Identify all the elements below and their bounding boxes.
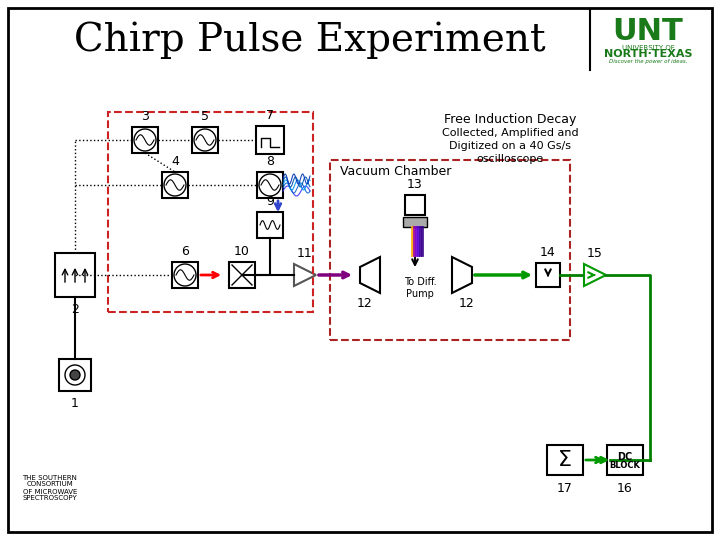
Bar [256,126,284,154]
Bar [59,359,91,391]
Text: 11: 11 [297,247,313,260]
Text: Chirp Pulse Experiment: Chirp Pulse Experiment [74,21,546,59]
Text: Σ: Σ [558,450,572,470]
Text: 2: 2 [71,303,79,316]
Text: UNIVERSITY OF: UNIVERSITY OF [621,45,675,51]
Text: 13: 13 [407,178,423,191]
Bar [536,263,560,287]
Text: NORTH·TEXAS: NORTH·TEXAS [604,49,692,59]
Bar [132,127,158,153]
Bar [162,172,188,198]
Bar [257,172,283,198]
Text: 12: 12 [357,297,373,310]
Polygon shape [294,264,316,286]
Text: 10: 10 [234,245,250,258]
Text: Digitized on a 40 Gs/s: Digitized on a 40 Gs/s [449,141,571,151]
Text: 5: 5 [201,110,209,123]
Text: UNT: UNT [613,17,683,46]
Text: 8: 8 [266,155,274,168]
Text: 9: 9 [266,195,274,208]
Text: 15: 15 [587,247,603,260]
Bar [607,445,643,475]
Bar [403,217,427,227]
Bar [257,212,283,238]
Bar [192,127,218,153]
Text: 17: 17 [557,482,573,495]
Polygon shape [452,257,472,293]
Ellipse shape [65,365,85,385]
Text: 7: 7 [266,109,274,122]
Bar [55,253,95,297]
Text: Discover the power of ideas.: Discover the power of ideas. [608,58,688,64]
Text: Free Induction Decay: Free Induction Decay [444,113,576,126]
Text: To Diff.
Pump: To Diff. Pump [404,277,436,299]
Bar [172,262,198,288]
Bar [229,262,255,288]
Text: 3: 3 [141,110,149,123]
Text: THE SOUTHERN
CONSORTIUM
OF MICROWAVE
SPECTROSCOPY: THE SOUTHERN CONSORTIUM OF MICROWAVE SPE… [22,475,78,502]
Text: 4: 4 [171,155,179,168]
Polygon shape [584,264,606,286]
Text: 1: 1 [71,397,79,410]
Text: Vacuum Chamber: Vacuum Chamber [340,165,451,178]
Bar [108,112,313,312]
Text: BLOCK: BLOCK [610,461,640,469]
Text: Collected, Amplified and: Collected, Amplified and [441,128,578,138]
Text: 16: 16 [617,482,633,495]
Bar [547,445,583,475]
Text: oscilloscope: oscilloscope [477,154,544,164]
Bar [330,160,570,340]
Polygon shape [360,257,380,293]
Text: DC: DC [617,452,633,462]
Text: 6: 6 [181,245,189,258]
Text: 12: 12 [459,297,475,310]
Ellipse shape [70,370,80,380]
Bar [405,195,425,215]
Text: 14: 14 [540,246,556,259]
